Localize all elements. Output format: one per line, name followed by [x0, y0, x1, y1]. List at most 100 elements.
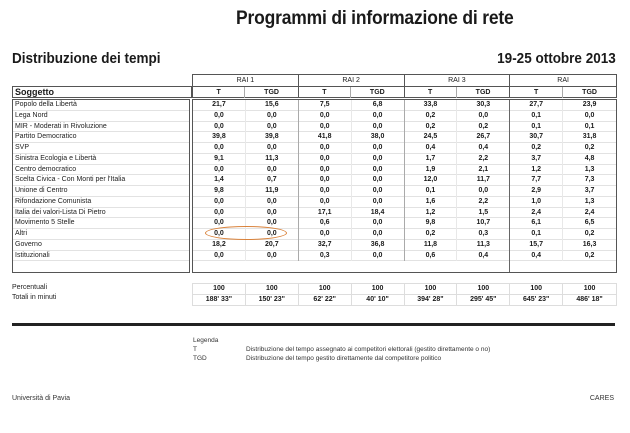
table-cell: 21,7 [193, 100, 246, 111]
table-cell: 0,1 [510, 229, 564, 240]
table-cell: 6,5 [584, 219, 595, 227]
table-cell: 1,9 [405, 164, 458, 176]
table-cell: 0,4 [510, 250, 564, 262]
date-range: 19-25 ottobre 2013 [497, 50, 616, 67]
col-tgd: TGD [369, 89, 385, 96]
legend-key: TGD [193, 355, 207, 362]
table-row: 0,0 0,0 0,3 0,0 0,6 0,4 0,4 0,2 [193, 250, 616, 262]
totals-cell: 100 [405, 284, 458, 294]
network-header-rai1: RAI 1 T TGD [193, 75, 299, 98]
subject-label: Partito Democratico [13, 132, 189, 143]
table-cell: 16,3 [582, 240, 597, 248]
subject-label: Rifondazione Comunista [13, 197, 189, 208]
table-cell: 0,0 [299, 110, 352, 122]
table-cell: 1,2 [405, 207, 458, 219]
subject-label: Lega Nord [13, 111, 189, 122]
table-cell: 0,0 [352, 164, 405, 176]
table-cell: 0,0 [193, 164, 246, 176]
table-cell: 0,0 [193, 110, 246, 122]
network-name: RAI 2 [298, 75, 404, 87]
totals-cell: 150' 23" [246, 295, 299, 305]
table-cell: 11,8 [405, 239, 458, 251]
table-cell: 7,7 [510, 175, 564, 186]
table-cell: 6,1 [510, 218, 564, 229]
table-row: 1,4 0,7 0,0 0,0 12,0 11,7 7,7 7,3 [193, 175, 616, 186]
network-name: RAI 1 [193, 75, 298, 87]
table-row: 0,0 0,0 0,0 0,0 0,4 0,4 0,2 0,2 [193, 143, 616, 154]
totals-cell: 40' 10" [352, 295, 405, 305]
legend: Legenda T Distribuzione del tempo assegn… [193, 336, 490, 363]
table-cell: 0,0 [352, 121, 405, 133]
table-cell: 0,0 [299, 196, 352, 208]
table-cell: 11,7 [457, 175, 511, 186]
table-cell: 0,0 [299, 121, 352, 133]
totals-cell: 100 [510, 284, 564, 294]
table-row: 9,8 11,9 0,0 0,0 0,1 0,0 2,9 3,7 [193, 186, 616, 197]
table-cell: 0,6 [405, 250, 458, 262]
col-tgd: TGD [264, 89, 279, 96]
table-cell: 0,2 [457, 121, 511, 133]
table-cell: 18,2 [193, 239, 246, 251]
table-cell: 0,0 [193, 250, 246, 262]
subject-label: Movimento 5 Stelle [13, 218, 189, 229]
table-cell: 0,0 [584, 111, 595, 119]
table-row: 39,8 39,8 41,8 38,0 24,5 26,7 30,7 31,8 [193, 132, 616, 143]
table-cell: 4,8 [584, 154, 595, 162]
table-cell: 3,7 [510, 153, 564, 165]
table-cell: 0,7 [246, 175, 299, 186]
totals-labels: Percentuali Totali in minuti [12, 283, 56, 303]
table-cell: 0,0 [352, 110, 405, 122]
table-row: 21,7 15,6 7,5 6,8 33,8 30,3 27,7 23,9 [193, 100, 616, 111]
table-cell: 0,0 [352, 153, 405, 165]
table-cell: 0,0 [246, 143, 299, 154]
table-cell: 1,4 [193, 175, 246, 186]
legend-item: T Distribuzione del tempo assegnato ai c… [193, 345, 490, 354]
table-cell: 0,0 [299, 175, 352, 186]
data-table: 21,7 15,6 7,5 6,8 33,8 30,3 27,7 23,9 0,0 0,0 0,0 0… [192, 99, 617, 273]
table-cell: 17,1 [299, 207, 352, 219]
legend-key: T [193, 346, 197, 353]
table-cell: 27,7 [510, 100, 564, 111]
footer-brand: CARES [589, 395, 614, 402]
table-cell: 39,8 [246, 132, 299, 143]
table-cell: 1,3 [584, 165, 595, 173]
rai-total-divider [508, 100, 510, 272]
col-tgd: TGD [582, 89, 597, 96]
table-cell: 0,0 [352, 186, 405, 197]
network-name: RAI 3 [404, 75, 510, 87]
table-cell: 0,0 [457, 186, 511, 197]
table-cell: 9,1 [193, 153, 246, 165]
col-tgd: TGD [475, 89, 491, 96]
table-cell: 31,8 [582, 133, 597, 141]
table-cell: 1,2 [510, 164, 564, 176]
totals-label-minutes: Totali in minuti [12, 294, 57, 301]
table-cell: 0,4 [405, 143, 458, 154]
table-row: 0,0 0,0 0,0 0,0 1,6 2,2 1,0 1,3 [193, 196, 616, 208]
table-cell: 0,2 [584, 251, 595, 259]
table-cell: 0,3 [457, 229, 511, 240]
totals-cell: 100 [193, 284, 246, 294]
table-cell: 0,1 [405, 186, 458, 197]
table-cell: 1,3 [584, 197, 595, 205]
table-cell: 2,2 [457, 196, 511, 208]
totals-row: 100 100 100 100 100 100 100 100 [193, 284, 616, 294]
table-cell: 1,0 [510, 196, 564, 208]
table-cell: 0,1 [584, 122, 595, 130]
totals-cell: 188' 33" [193, 295, 246, 305]
highlight-ellipse [205, 226, 287, 240]
table-cell: 2,4 [510, 207, 564, 219]
table-cell: 0,2 [584, 144, 595, 151]
subject-label: Unione di Centro [13, 186, 189, 197]
totals-cell: 100 [246, 284, 299, 294]
table-cell: 7,5 [299, 100, 352, 111]
table-cell: 3,7 [584, 187, 595, 194]
totals-cell: 100 [299, 284, 352, 294]
subject-label: Scelta Civica - Con Monti per l'Italia [13, 175, 189, 186]
totals-cell: 100 [457, 284, 511, 294]
totals-cell: 486' 18" [576, 296, 603, 303]
table-cell: 1,6 [405, 196, 458, 208]
table-cell: 2,1 [457, 164, 511, 176]
table-row: 18,2 20,7 32,7 36,8 11,8 11,3 15,7 16,3 [193, 239, 616, 251]
subject-column-header: Soggetto [12, 86, 192, 98]
col-t: T [405, 87, 457, 98]
